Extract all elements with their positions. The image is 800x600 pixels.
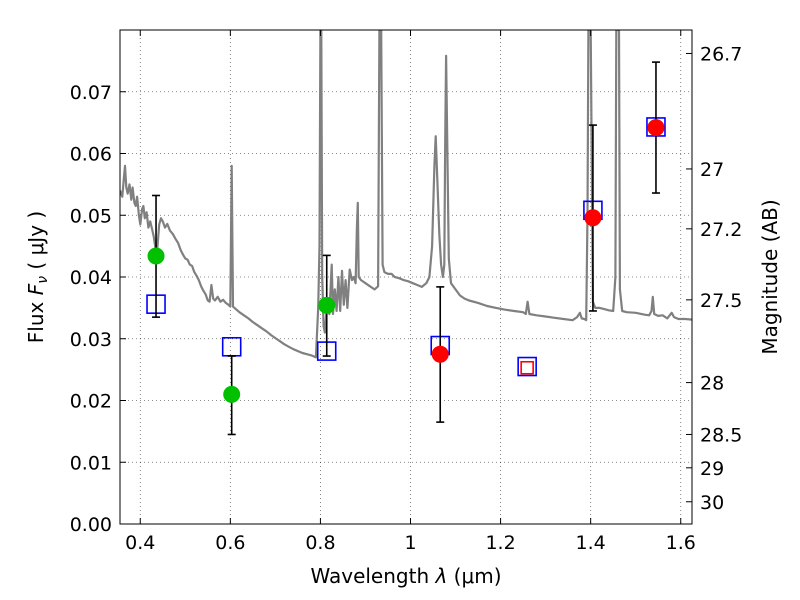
y-axis-label-suffix: ( μJy ) xyxy=(24,211,48,276)
y2-tick-label: 27 xyxy=(700,159,724,181)
observed-flux-point xyxy=(318,296,336,314)
y-tick-label: 0.03 xyxy=(70,329,112,351)
y2-tick-label: 28 xyxy=(700,373,724,395)
observed-flux-point xyxy=(647,119,665,137)
x-tick-label: 0.4 xyxy=(125,532,155,554)
model-photometry-square xyxy=(517,356,537,377)
y2-tick-label: 30 xyxy=(700,492,724,514)
observed-flux-point xyxy=(147,247,165,265)
x-tick-label: 1.6 xyxy=(666,532,696,554)
y2-tick-label: 26.7 xyxy=(700,43,742,65)
y-tick-label: 0.05 xyxy=(70,205,112,227)
y2-tick-label: 27.2 xyxy=(700,219,742,241)
model-spectrum-line xyxy=(120,30,692,359)
y-axis-label-prefix: Flux xyxy=(24,295,48,343)
y2-tick-label: 28.5 xyxy=(700,424,742,446)
upper-limit-square xyxy=(520,360,534,375)
y-tick-label: 0.02 xyxy=(70,391,112,413)
observed-flux-point xyxy=(223,385,241,403)
y-tick-label: 0.01 xyxy=(70,452,112,474)
plot-background xyxy=(120,30,692,524)
x-tick-label: 0.6 xyxy=(215,532,245,554)
x-axis-label: Wavelength λ (μm) xyxy=(310,564,501,588)
x-tick-label: 1 xyxy=(404,532,416,554)
series-layer xyxy=(120,30,692,359)
x-axis-label-prefix: Wavelength xyxy=(310,564,435,588)
y-tick-label: 0.06 xyxy=(70,144,112,166)
y-tick-label: 0.07 xyxy=(70,82,112,104)
observed-flux-point xyxy=(584,209,602,227)
x-axis-label-suffix: (μm) xyxy=(447,564,501,588)
y-tick-label: 0.04 xyxy=(70,267,112,289)
x-tick-label: 1.2 xyxy=(485,532,515,554)
y2-axis-label: Magnitude (AB) xyxy=(758,199,782,354)
y2-tick-label: 29 xyxy=(700,458,724,480)
observed-flux-point xyxy=(431,345,449,363)
x-axis-label-symbol: λ xyxy=(434,564,447,588)
y-axis-label-subscript: ν xyxy=(35,276,51,284)
y-axis-label: Flux Fν ( μJy ) xyxy=(24,211,51,343)
x-tick-label: 0.8 xyxy=(305,532,335,554)
tick-layer: 0.4 0.6 0.8 1 1.2 1.4 1.6 0.00 0.01 0.02 0.03 0.04 0… xyxy=(70,30,742,554)
y2-tick-label: 27.5 xyxy=(700,290,742,312)
y-axis-label-symbol: F xyxy=(24,283,48,295)
marker-layer xyxy=(146,61,666,436)
x-tick-label: 1.4 xyxy=(576,532,606,554)
y-tick-label: 0.00 xyxy=(70,514,112,536)
